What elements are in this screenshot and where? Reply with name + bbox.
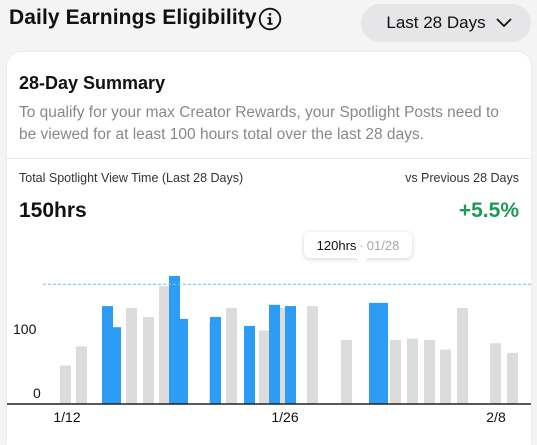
x-tick-label: 2/8 — [486, 409, 506, 425]
tooltip-date-separator: · — [359, 237, 364, 253]
bar-current[interactable] — [285, 306, 296, 404]
bar-previous — [507, 352, 518, 404]
bar-current[interactable] — [169, 276, 180, 404]
bar-previous — [226, 308, 237, 404]
x-tick-label: 1/26 — [271, 409, 298, 425]
bar-previous — [390, 340, 401, 404]
bar-previous — [440, 349, 451, 404]
bar-previous — [276, 308, 287, 404]
compare-label: vs Previous 28 Days — [405, 171, 519, 185]
metric-value: 150hrs — [19, 199, 87, 222]
bar-current[interactable] — [210, 316, 221, 404]
bar-previous — [424, 340, 435, 404]
view-time-chart[interactable]: 0 100 1/12 1/26 2/8 120hrs · 01/28 — [7, 226, 531, 445]
summary-description: To qualify for your max Creator Rewards,… — [19, 104, 499, 143]
bar-current[interactable] — [102, 306, 113, 404]
info-circle-icon[interactable] — [258, 7, 282, 31]
bar-current[interactable] — [369, 302, 380, 404]
compare-value: +5.5% — [458, 199, 519, 222]
bar-previous — [259, 330, 270, 404]
bar-previous — [490, 343, 501, 404]
y-tick-label: 100 — [13, 321, 37, 337]
y-tick-label: 0 — [33, 385, 41, 401]
bar-current[interactable] — [377, 302, 388, 404]
summary-card: 28-Day Summary To qualify for your max C… — [7, 52, 531, 445]
bar-current[interactable] — [110, 327, 121, 404]
date-range-label: Last 28 Days — [386, 13, 486, 32]
chart-svg: 0 100 1/12 1/26 2/8 — [7, 276, 531, 425]
date-range-dropdown[interactable]: Last 28 Days — [361, 4, 531, 42]
bar-previous — [159, 286, 170, 404]
bar-previous — [457, 308, 468, 404]
page-title: Daily Earnings Eligibility — [9, 6, 257, 29]
tooltip-value: 120hrs — [316, 237, 357, 253]
chart-tooltip: 120hrs · 01/28 — [304, 232, 412, 264]
tooltip-date: 01/28 — [366, 237, 400, 253]
bar-previous — [307, 306, 318, 404]
bar-current[interactable] — [244, 325, 255, 404]
chevron-down-icon — [496, 18, 512, 27]
bar-current[interactable] — [177, 318, 188, 404]
summary-title: 28-Day Summary — [19, 73, 166, 93]
bar-current[interactable] — [269, 304, 280, 404]
bar-previous — [341, 340, 352, 404]
x-tick-label: 1/12 — [53, 409, 80, 425]
bar-previous — [143, 316, 154, 404]
bar-previous — [76, 346, 87, 404]
bar-previous — [407, 338, 418, 404]
metric-label: Total Spotlight View Time (Last 28 Days) — [19, 171, 244, 185]
bar-previous — [126, 308, 137, 404]
bar-previous — [60, 365, 71, 404]
divider — [7, 158, 531, 159]
header: Daily Earnings Eligibility Last 28 Days — [0, 0, 537, 46]
